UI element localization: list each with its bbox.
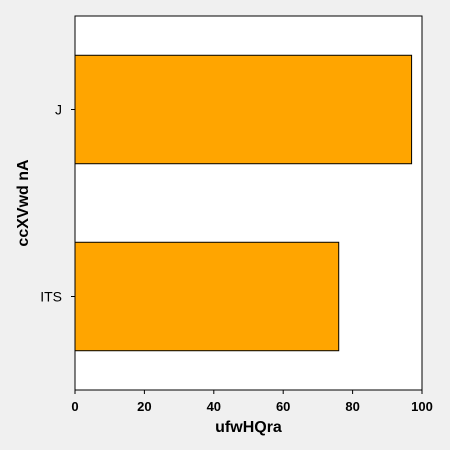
bars bbox=[74, 54, 413, 352]
x-tick-label: 100 bbox=[411, 399, 433, 414]
x-tick-label: 60 bbox=[276, 399, 290, 414]
plot-frame bbox=[74, 15, 423, 391]
x-tick-label: 80 bbox=[345, 399, 359, 414]
x-tick-label: 20 bbox=[137, 399, 151, 414]
bar-its bbox=[74, 241, 340, 352]
y-tick-label: J bbox=[55, 102, 62, 118]
y-axis-ticks: J ITS bbox=[40, 102, 75, 305]
y-tick-label: ITS bbox=[40, 289, 62, 305]
bar-j bbox=[74, 54, 413, 165]
x-tick-label: 40 bbox=[207, 399, 221, 414]
y-axis-label: ccXVwd nA bbox=[15, 159, 32, 247]
x-axis-ticks: 0 20 40 60 80 100 bbox=[71, 390, 433, 414]
x-tick-label: 0 bbox=[71, 399, 78, 414]
x-axis-label: ufwHQra bbox=[215, 419, 282, 436]
